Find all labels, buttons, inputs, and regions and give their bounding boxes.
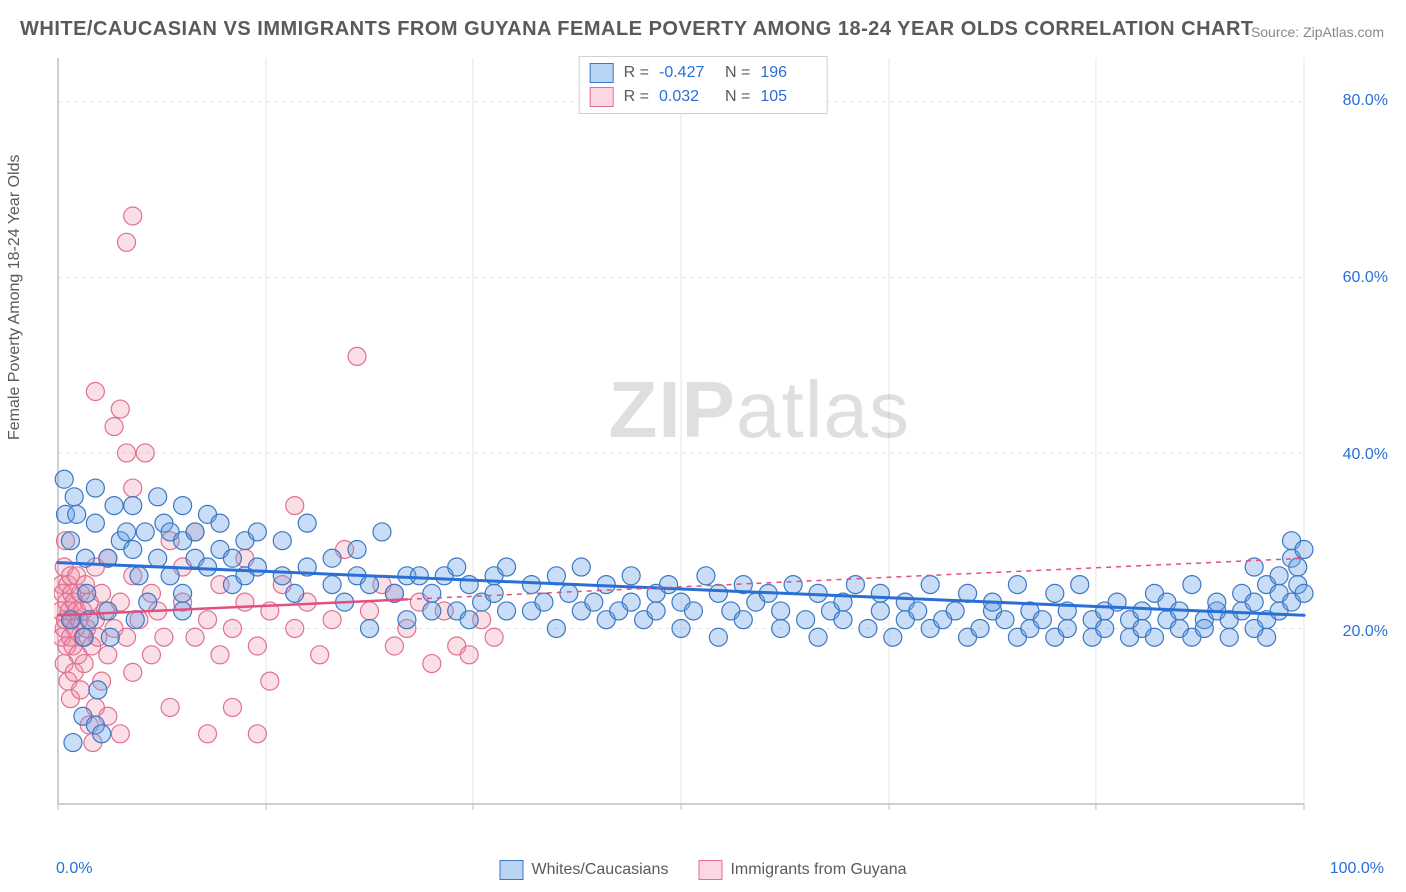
y-axis-label: Female Poverty Among 18-24 Year Olds (6, 155, 24, 441)
n-label: N = (725, 88, 750, 106)
y-axis-tick-20: 20.0% (1343, 623, 1388, 641)
n-label: N = (725, 64, 750, 82)
y-axis-tick-40: 40.0% (1343, 446, 1388, 464)
y-axis-tick-60: 60.0% (1343, 269, 1388, 287)
chart-plot-area (54, 54, 1374, 834)
chart-title: WHITE/CAUCASIAN VS IMMIGRANTS FROM GUYAN… (20, 18, 1254, 41)
n-value: 196 (760, 64, 816, 82)
stats-legend-box: R = -0.427 N = 196 R = 0.032 N = 105 (579, 56, 828, 114)
legend-item-series1: Whites/Caucasians (499, 860, 668, 880)
legend-bottom: Whites/Caucasians Immigrants from Guyana (499, 860, 906, 880)
r-label: R = (624, 64, 649, 82)
source-value: ZipAtlas.com (1303, 24, 1384, 40)
r-value: 0.032 (659, 88, 715, 106)
swatch-blue-icon (499, 860, 523, 880)
stats-row-series1: R = -0.427 N = 196 (590, 61, 817, 85)
source-attribution: Source: ZipAtlas.com (1251, 24, 1384, 40)
stats-row-series2: R = 0.032 N = 105 (590, 85, 817, 109)
source-label: Source: (1251, 24, 1299, 40)
chart-svg (54, 54, 1374, 834)
n-value: 105 (760, 88, 816, 106)
legend-label: Whites/Caucasians (531, 861, 668, 879)
r-value: -0.427 (659, 64, 715, 82)
legend-label: Immigrants from Guyana (730, 861, 906, 879)
r-label: R = (624, 88, 649, 106)
swatch-pink-icon (698, 860, 722, 880)
x-axis-max-label: 100.0% (1330, 860, 1384, 878)
swatch-blue-icon (590, 63, 614, 83)
legend-item-series2: Immigrants from Guyana (698, 860, 906, 880)
swatch-pink-icon (590, 87, 614, 107)
x-axis-min-label: 0.0% (56, 860, 92, 878)
y-axis-tick-80: 80.0% (1343, 92, 1388, 110)
